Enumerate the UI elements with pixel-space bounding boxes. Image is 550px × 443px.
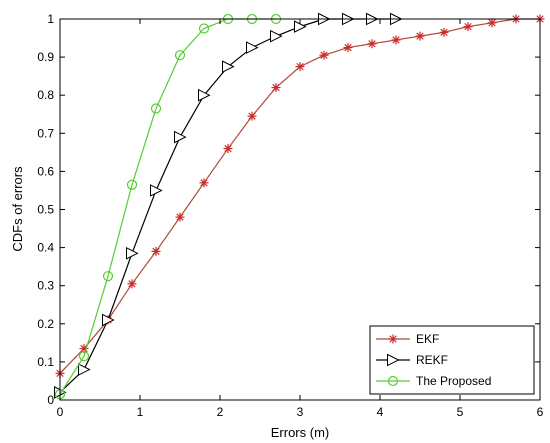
legend-label: EKF [416,332,439,346]
data-point [150,184,163,197]
data-point [367,39,377,49]
y-tick-label: 0.7 [37,126,54,140]
data-point [78,363,91,376]
data-point [343,43,353,53]
x-tick-label: 6 [537,405,544,419]
asterisk-stroke [344,43,352,52]
data-point [174,130,187,144]
legend-marker [387,353,400,367]
y-tick-label: 0.6 [37,164,54,178]
asterisk-stroke [464,22,472,31]
data-point [270,29,283,43]
asterisk-stroke [416,32,424,40]
y-tick-label: 0 [47,393,54,407]
asterisk-stroke [320,51,328,59]
y-tick-label: 0.5 [37,203,54,217]
asterisk-stroke [176,213,184,221]
data-point [391,35,401,45]
asterisk-stroke [392,36,400,44]
y-tick-label: 0.2 [37,317,54,331]
legend-marker [388,334,398,344]
data-point [78,351,90,362]
asterisk-stroke [440,28,448,36]
data-point [319,50,329,60]
asterisk-stroke [200,179,208,187]
data-point [150,103,162,114]
asterisk-stroke [488,19,496,27]
data-point [439,27,449,37]
y-tick-label: 0.8 [37,88,54,102]
x-axis-label: Errors (m) [271,425,330,440]
data-point [151,246,161,256]
data-point [247,111,257,121]
asterisk-stroke [152,247,160,256]
asterisk-stroke [248,112,256,120]
y-tick-label: 0.1 [37,355,54,369]
legend: EKF REKF The Proposed [369,325,535,395]
data-point [246,41,259,54]
data-point [222,60,235,73]
asterisk-stroke [296,62,304,71]
data-point [175,212,185,222]
y-tick-label: 0.4 [37,241,54,255]
x-tick-label: 5 [457,405,464,419]
x-tick-label: 3 [297,405,304,419]
asterisk-stroke [272,83,280,92]
y-axis-label: CDFs of errors [10,166,25,252]
data-point [126,247,139,260]
data-point [295,62,305,72]
data-point [127,279,137,289]
legend-marker [387,375,399,387]
data-point [415,31,425,41]
asterisk-stroke [389,335,397,343]
data-point [102,313,115,327]
data-point [198,23,210,34]
asterisk-stroke [128,280,136,288]
x-tick-label: 4 [377,405,384,419]
y-tick-label: 1 [47,12,54,26]
y-tick-label: 0.9 [37,50,54,64]
data-point [463,22,473,32]
legend-item: The Proposed [376,374,491,388]
data-point [199,178,209,188]
asterisk-stroke [368,40,376,48]
data-point [487,18,497,28]
axes-layer: 0 1 2 3 4 5 6 0 0.1 0.2 0.3 0.4 0.5 0.6 0.7 0.8 0.9 1 [37,12,543,419]
legend-item: EKF [376,332,439,346]
data-point [223,144,233,154]
asterisk-stroke [80,344,88,353]
data-point [198,88,211,102]
data-point [271,83,281,93]
data-point [102,271,114,282]
x-tick-label: 2 [217,405,224,419]
y-tick-label: 0.3 [37,279,54,293]
x-tick-label: 1 [137,405,144,419]
asterisk-stroke [224,144,232,153]
legend-item: REKF [376,353,448,367]
x-tick-label: 0 [57,405,64,419]
data-point [126,179,138,190]
legend-label: REKF [416,353,448,367]
data-point [174,50,186,61]
legend-label: The Proposed [416,374,491,388]
